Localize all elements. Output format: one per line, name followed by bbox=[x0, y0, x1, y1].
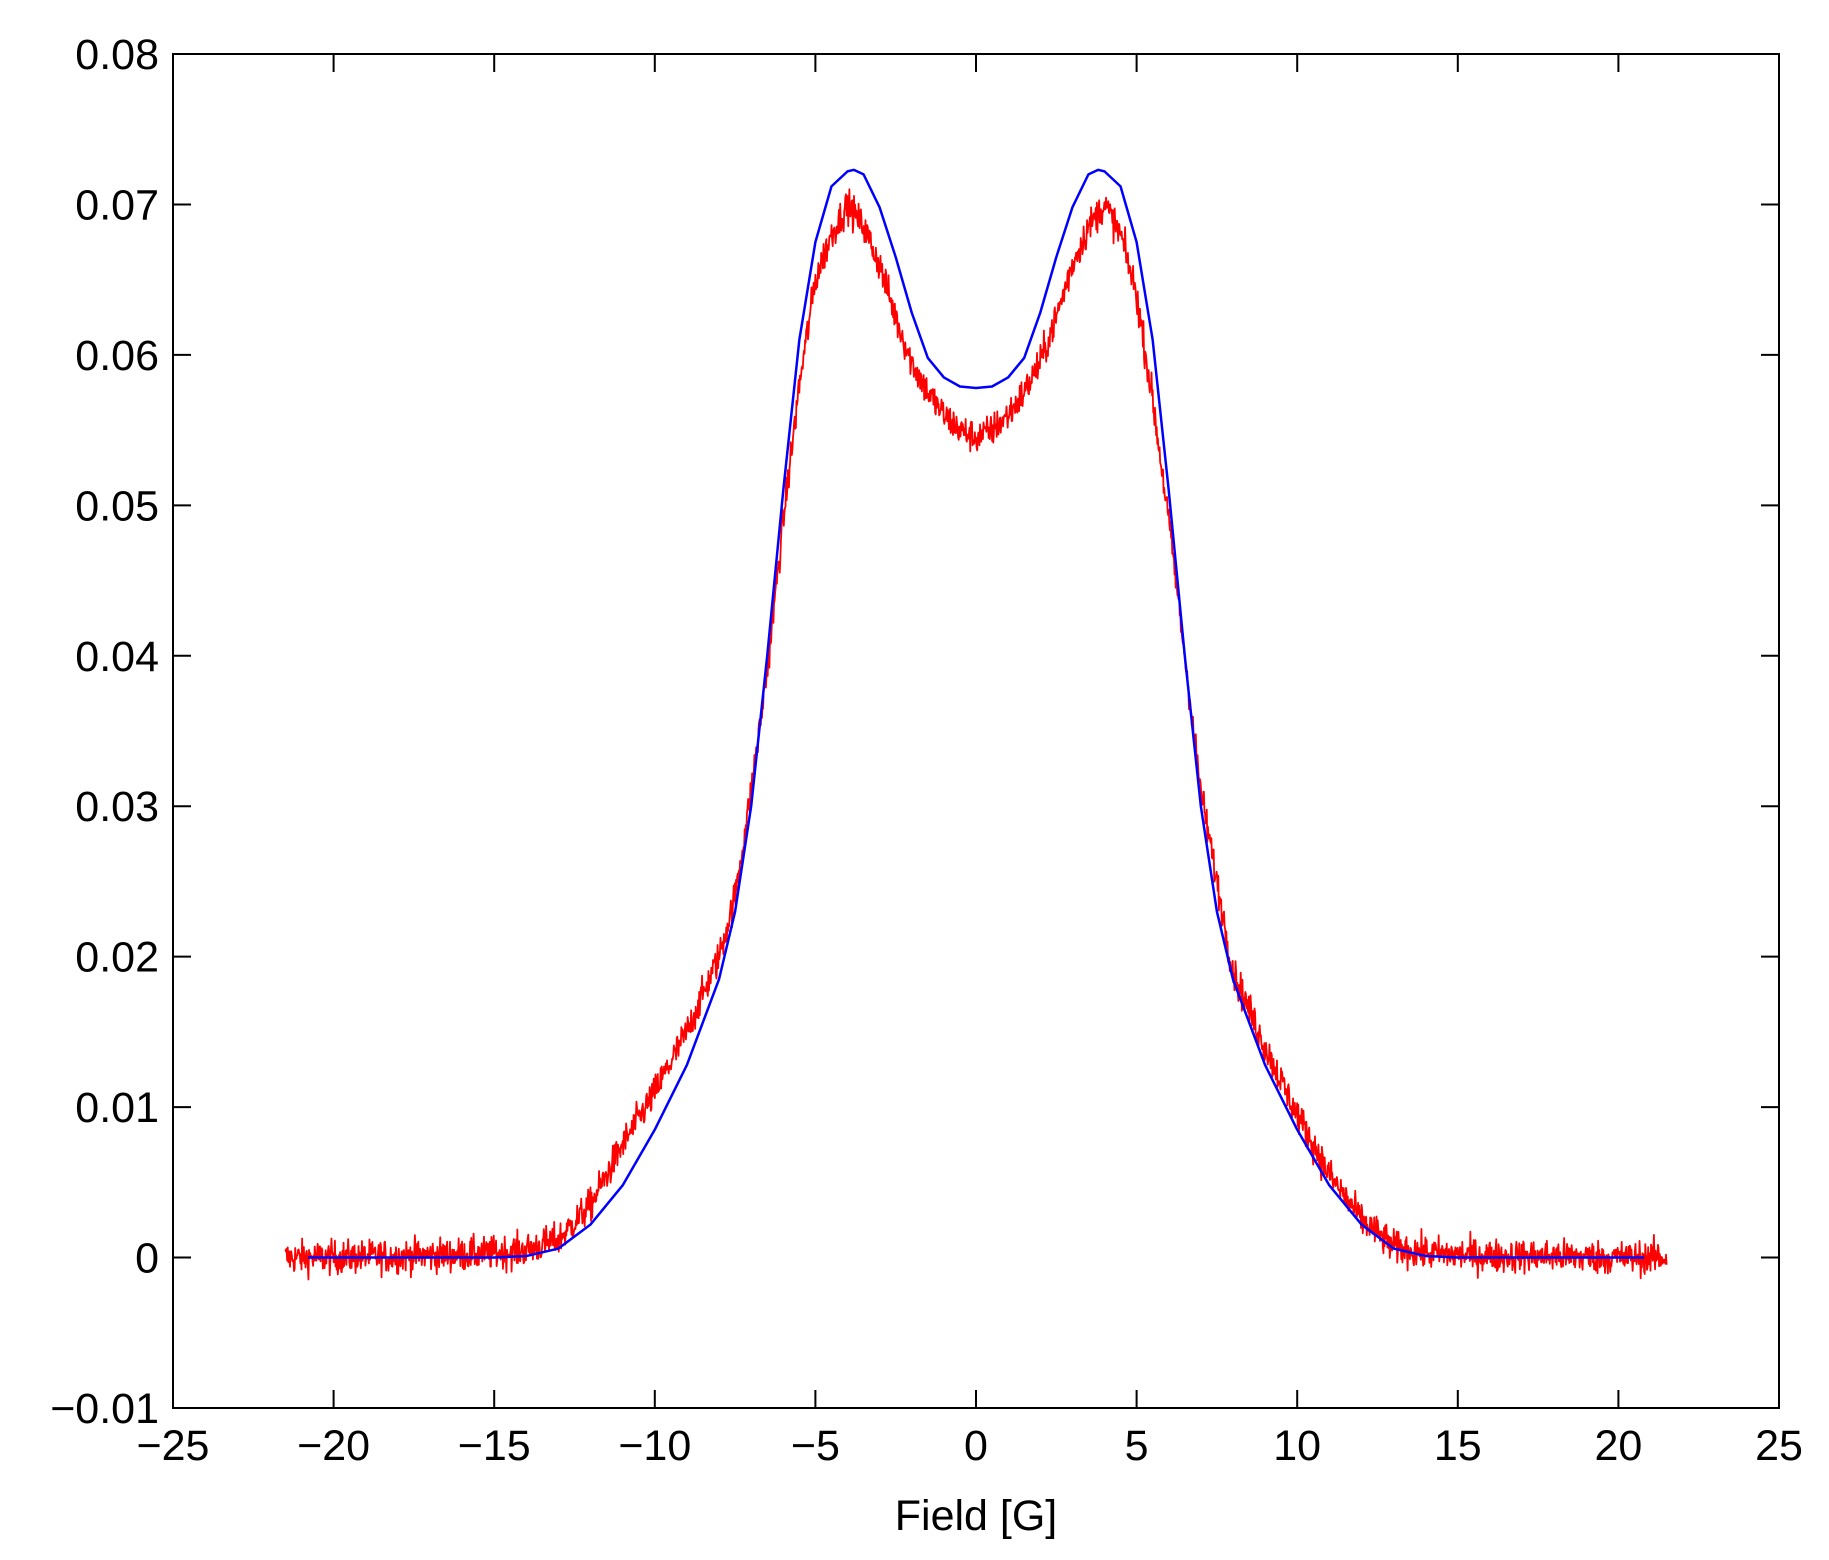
x-tick-label: −20 bbox=[297, 1422, 370, 1470]
x-tick-label: −5 bbox=[791, 1422, 840, 1470]
y-tick-label: 0.07 bbox=[75, 181, 159, 229]
x-axis-title: Field [G] bbox=[895, 1492, 1058, 1540]
y-tick-label: 0 bbox=[135, 1235, 159, 1283]
y-tick-label: 0.04 bbox=[75, 633, 159, 681]
x-tick-label: 20 bbox=[1594, 1422, 1642, 1470]
x-tick-label: 25 bbox=[1755, 1422, 1803, 1470]
y-tick-label: 0.08 bbox=[75, 31, 159, 79]
series-fit-line bbox=[307, 168, 1645, 1259]
x-tick-label: 10 bbox=[1273, 1422, 1321, 1470]
x-tick-label: −25 bbox=[137, 1422, 210, 1470]
x-tick-label: 5 bbox=[1125, 1422, 1149, 1470]
tick-layer: −25 −20 −15 −10 −5 0 5 10 15 20 25 −0.01 0 0.01 0.02 0.… bbox=[50, 31, 1803, 1470]
y-tick-label: 0.03 bbox=[75, 783, 159, 831]
x-tick-label: −15 bbox=[458, 1422, 531, 1470]
y-tick-label: 0.02 bbox=[75, 934, 159, 982]
x-tick-label: 0 bbox=[964, 1422, 988, 1470]
y-tick-label: −0.01 bbox=[50, 1385, 159, 1433]
series-measured-line bbox=[284, 188, 1668, 1281]
y-tick-label: 0.05 bbox=[75, 482, 159, 530]
y-tick-label: 0.01 bbox=[75, 1084, 159, 1132]
y-tick-label: 0.06 bbox=[75, 332, 159, 380]
x-tick-label: −10 bbox=[618, 1422, 691, 1470]
series-layer bbox=[284, 168, 1668, 1281]
x-tick-label: 15 bbox=[1434, 1422, 1482, 1470]
